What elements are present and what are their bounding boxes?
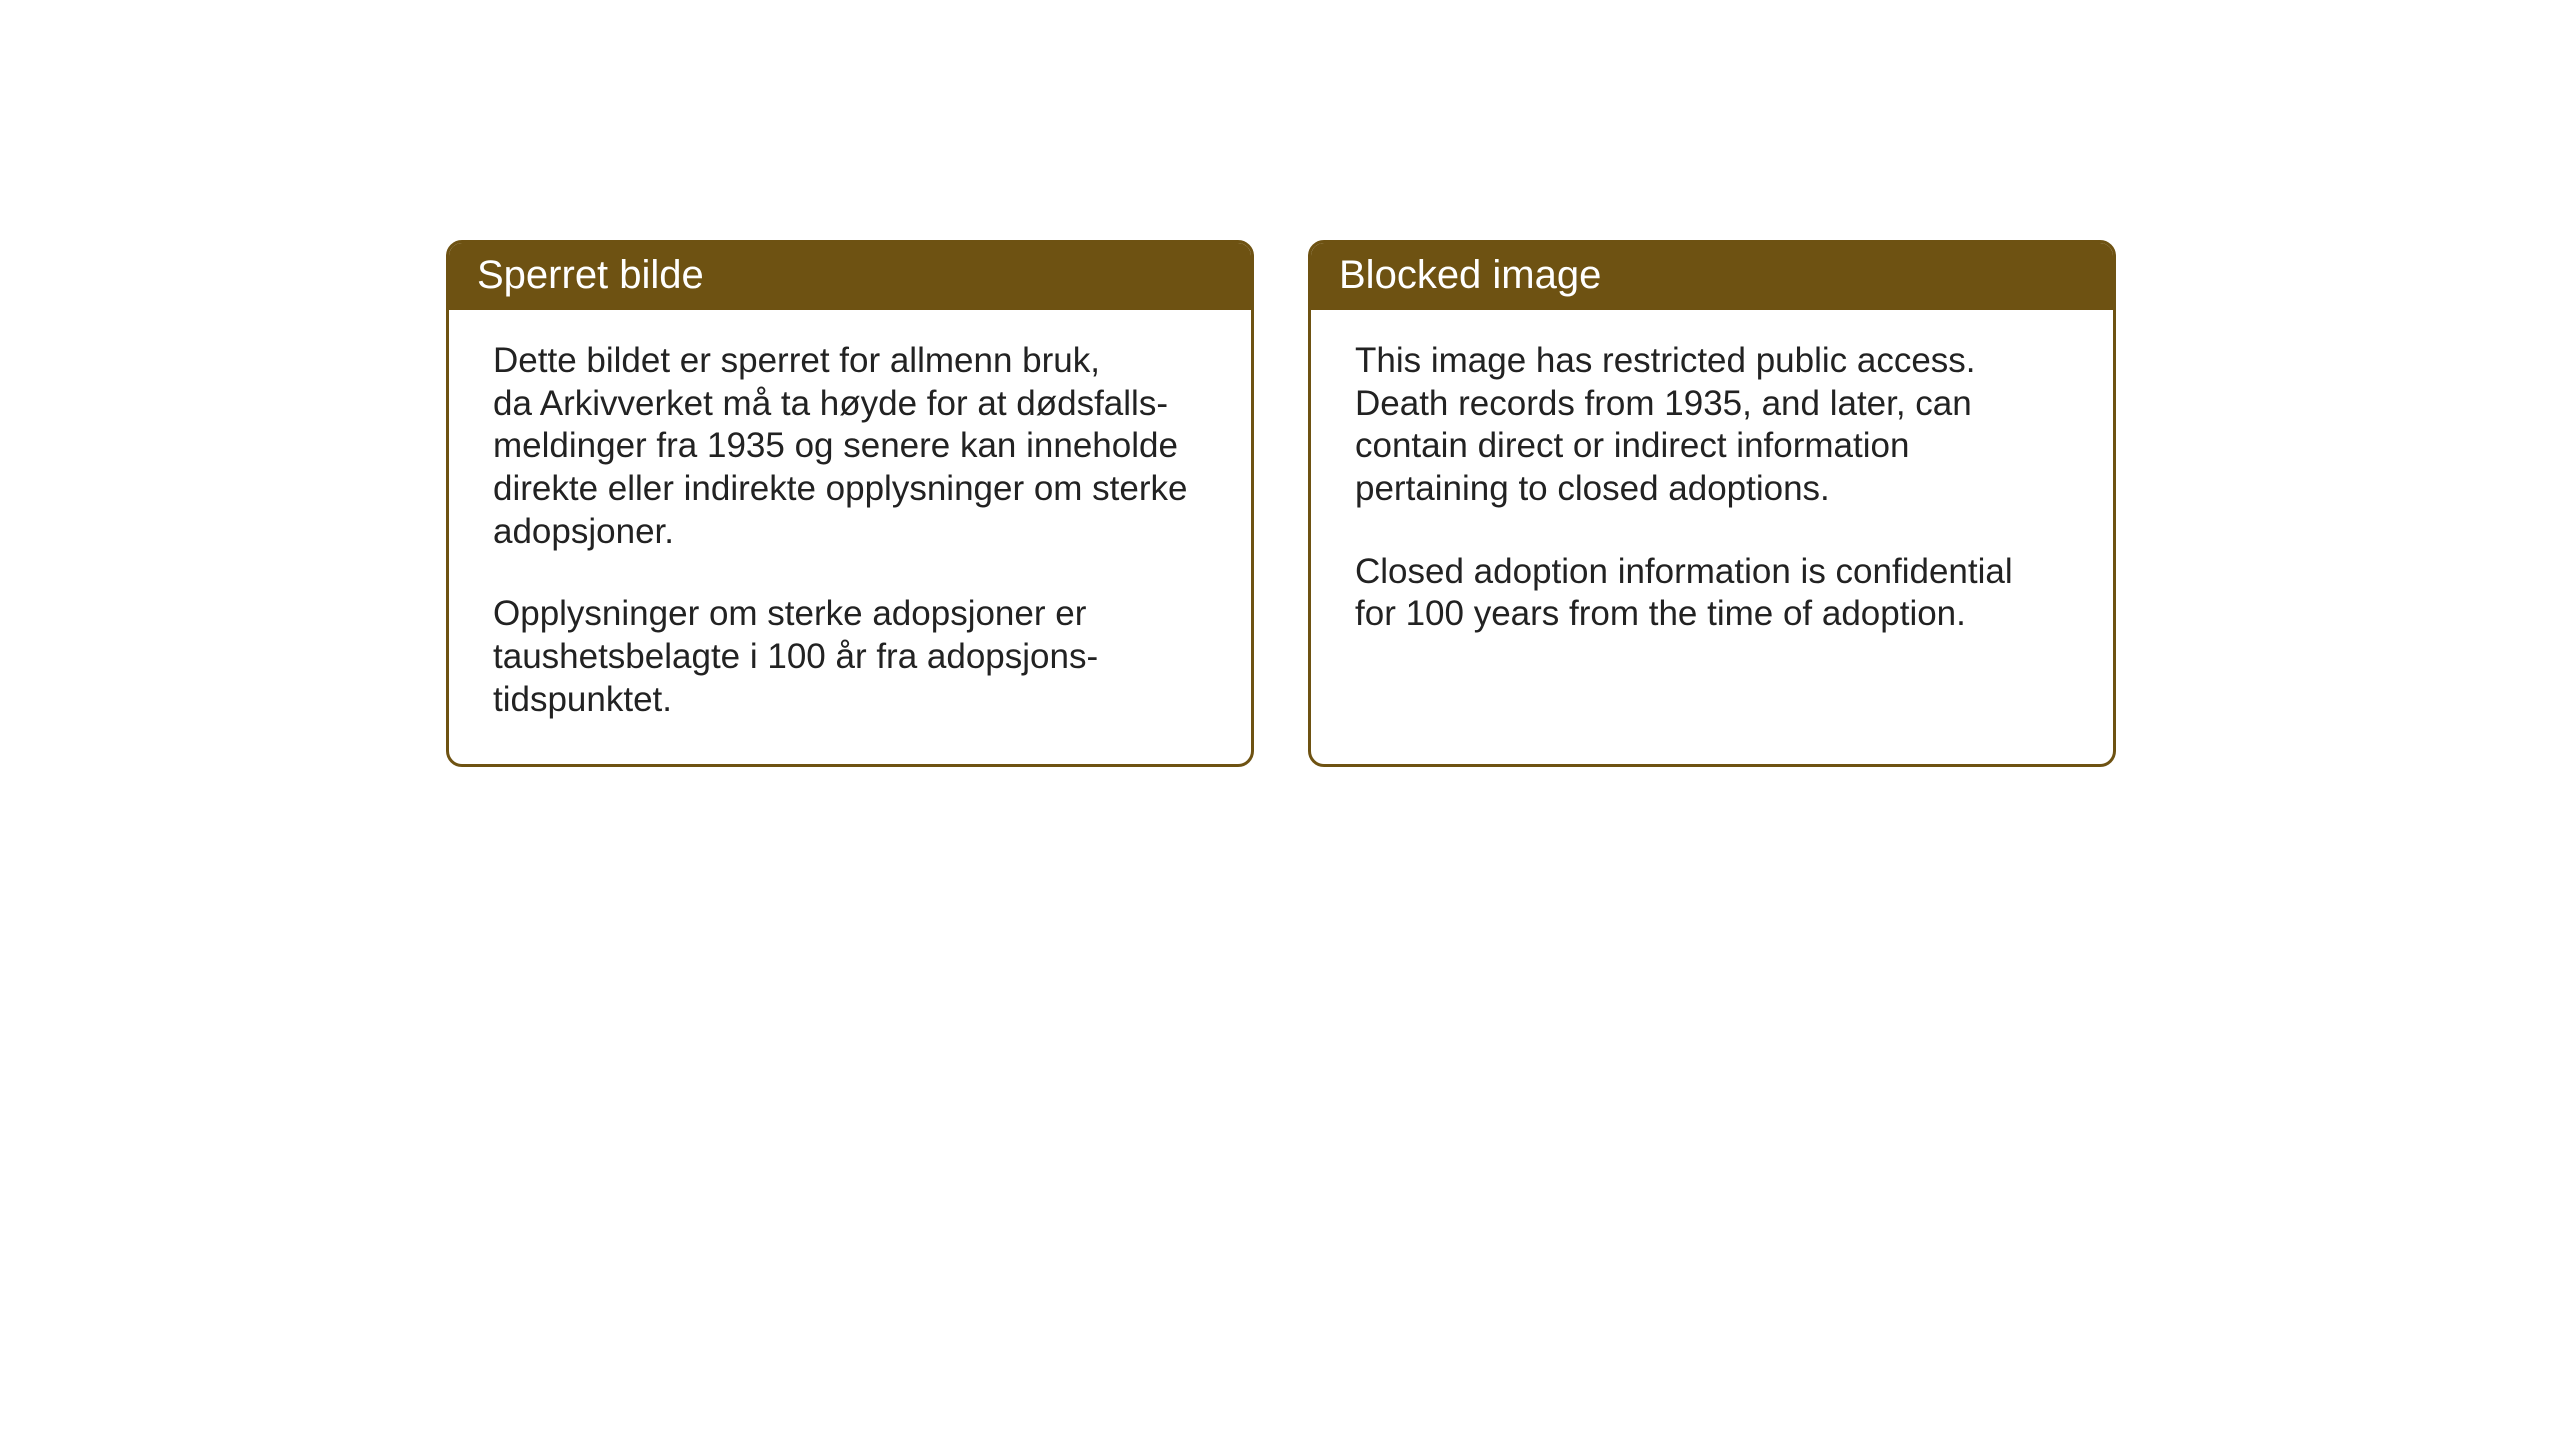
notice-card-english: Blocked image This image has restricted … <box>1308 240 2116 767</box>
paragraph-2-english: Closed adoption information is confident… <box>1355 551 2069 636</box>
text-line: tidspunktet. <box>493 679 1207 722</box>
notice-card-norwegian: Sperret bilde Dette bildet er sperret fo… <box>446 240 1254 767</box>
text-line: Opplysninger om sterke adopsjoner er <box>493 593 1207 636</box>
card-body-english: This image has restricted public access.… <box>1311 310 2113 764</box>
text-line: This image has restricted public access. <box>1355 340 2069 383</box>
text-line: da Arkivverket må ta høyde for at dødsfa… <box>493 383 1207 426</box>
text-line: adopsjoner. <box>493 511 1207 554</box>
text-line: Dette bildet er sperret for allmenn bruk… <box>493 340 1207 383</box>
text-line: direkte eller indirekte opplysninger om … <box>493 468 1207 511</box>
notice-container: Sperret bilde Dette bildet er sperret fo… <box>446 240 2116 767</box>
text-line: taushetsbelagte i 100 år fra adopsjons- <box>493 636 1207 679</box>
card-header-norwegian: Sperret bilde <box>449 243 1251 310</box>
card-body-norwegian: Dette bildet er sperret for allmenn bruk… <box>449 310 1251 764</box>
text-line: pertaining to closed adoptions. <box>1355 468 2069 511</box>
text-line: contain direct or indirect information <box>1355 425 2069 468</box>
text-line: Death records from 1935, and later, can <box>1355 383 2069 426</box>
text-line: Closed adoption information is confident… <box>1355 551 2069 594</box>
text-line: for 100 years from the time of adoption. <box>1355 593 2069 636</box>
paragraph-1-english: This image has restricted public access.… <box>1355 340 2069 511</box>
paragraph-2-norwegian: Opplysninger om sterke adopsjoner er tau… <box>493 593 1207 721</box>
paragraph-1-norwegian: Dette bildet er sperret for allmenn bruk… <box>493 340 1207 553</box>
card-header-english: Blocked image <box>1311 243 2113 310</box>
text-line: meldinger fra 1935 og senere kan innehol… <box>493 425 1207 468</box>
